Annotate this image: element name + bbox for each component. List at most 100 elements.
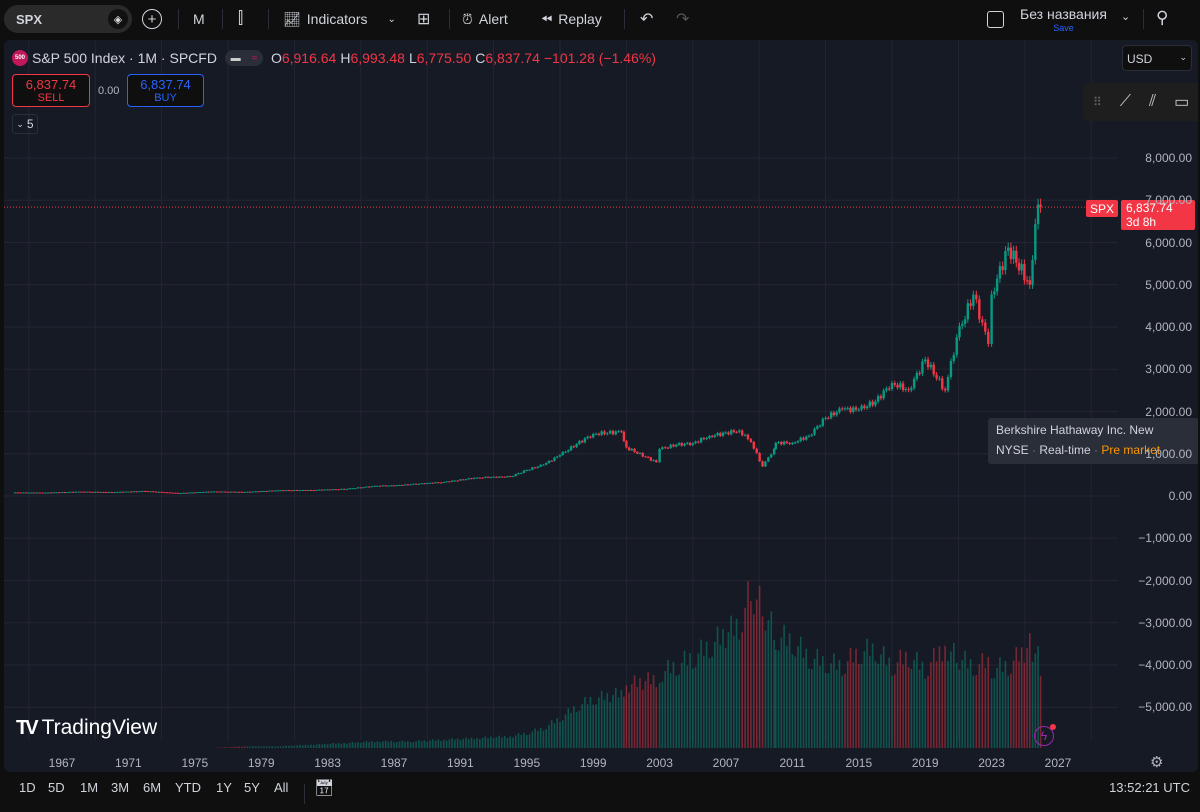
candle [437, 482, 440, 484]
bar-countdown: 3d 8h [1126, 215, 1157, 229]
symbol-text: SPX [16, 11, 43, 27]
volume-bar [767, 620, 770, 748]
volume-bar [678, 674, 680, 748]
drag-handle-icon[interactable]: ⠿ [1093, 95, 1102, 109]
volume-bar [1037, 646, 1039, 748]
add-symbol-button[interactable]: + [142, 0, 162, 38]
timeframe-button-1y[interactable]: 1Y [216, 780, 232, 795]
quick-search-icon[interactable]: ⚲ [1156, 8, 1169, 27]
volume-bar [874, 661, 877, 748]
alert-button[interactable]: ⏰︎ Alert [462, 0, 508, 38]
candle [553, 457, 556, 461]
divider [1143, 9, 1144, 29]
volume-bar [972, 675, 975, 748]
chevron-down-icon[interactable]: ⌄ [1121, 11, 1131, 23]
candle [232, 491, 235, 493]
candle [620, 431, 623, 433]
volume-bar [838, 659, 841, 748]
volume-bar [548, 724, 550, 748]
candle [1017, 262, 1021, 271]
candle [221, 491, 224, 493]
timeframe-button-all[interactable]: All [274, 780, 289, 795]
symbol-title[interactable]: S&P 500 Index · 1M · SPCFD [32, 50, 217, 66]
volume-bar [249, 746, 251, 748]
open-label: O [270, 50, 282, 66]
volume-bar [501, 737, 503, 748]
parallel-channel-icon[interactable]: ⫽ [1149, 93, 1157, 110]
timeframe-button-1m[interactable]: 1M [80, 780, 99, 795]
undo-button[interactable]: ↶ [640, 0, 653, 38]
candle [426, 483, 429, 485]
layout-checkbox[interactable] [987, 11, 1004, 28]
candle [420, 483, 423, 485]
candle [459, 479, 462, 481]
candle [107, 491, 111, 493]
layout-name-button[interactable]: Без названия Save [1020, 6, 1107, 33]
market-status-badge[interactable]: ▬ ≈ [224, 50, 263, 66]
volume-bar [263, 746, 265, 748]
volume-bar [996, 667, 998, 748]
volume-bar [858, 664, 860, 748]
volume-bar [1015, 647, 1018, 748]
chart-pane[interactable]: 500 S&P 500 Index · 1M · SPCFD ▬ ≈ O 6,916… [4, 40, 1198, 772]
volume-bar [440, 740, 442, 748]
candle [793, 442, 797, 444]
candle [60, 492, 64, 494]
volume-bar [918, 669, 921, 748]
volume-bar [777, 650, 780, 748]
y-tick-label: 0.00 [1168, 489, 1192, 503]
candle [82, 491, 86, 493]
rectangle-icon[interactable]: ▭ [1174, 94, 1190, 111]
interval-button[interactable]: M [193, 0, 205, 38]
redo-button[interactable]: ↷ [676, 0, 689, 38]
candle [38, 492, 42, 494]
chart-type-button[interactable]: ⫿ [238, 0, 243, 38]
candle [66, 492, 69, 494]
volume-bar [913, 660, 915, 748]
candle [268, 490, 271, 492]
volume-bar [418, 740, 420, 748]
date-range-icon[interactable]: 📅︎ [314, 780, 335, 797]
price-chart[interactable] [4, 40, 1198, 772]
timeframe-button-ytd[interactable]: YTD [175, 780, 201, 795]
candle [46, 492, 50, 494]
clock[interactable]: 13:52:21 UTC [1109, 780, 1190, 795]
lightning-icon[interactable]: ϟ [1034, 724, 1056, 746]
timeframe-button-5d[interactable]: 5D [48, 780, 65, 795]
candle [710, 436, 714, 438]
chevron-down-icon[interactable]: ⌄ [387, 13, 396, 25]
trend-line-icon[interactable]: ⟋ [1119, 93, 1131, 110]
candle [592, 433, 595, 438]
sell-button[interactable]: 6,837.74 SELL [12, 74, 90, 107]
candle [630, 448, 634, 451]
timeframe-button-5y[interactable]: 5Y [244, 780, 260, 795]
candle [638, 452, 642, 454]
volume-bar [337, 743, 340, 748]
candle [207, 491, 210, 493]
templates-button[interactable]: ⊞ [417, 0, 430, 38]
indicators-button[interactable]: 📈︎ Indicators ⌄ [283, 0, 396, 38]
compare-icon[interactable]: ◈ [108, 9, 128, 29]
candle [785, 441, 789, 443]
buy-button[interactable]: 6,837.74 BUY [127, 74, 204, 107]
volume-bar [617, 697, 620, 748]
replay-button[interactable]: ⏪︎ Replay [541, 0, 602, 38]
candle [63, 492, 66, 494]
tradingview-logo[interactable]: TV TradingView [16, 716, 158, 739]
timeframe-button-1d[interactable]: 1D [19, 780, 36, 795]
timeframe-button-3m[interactable]: 3M [111, 780, 130, 795]
candle [569, 446, 573, 451]
candle [331, 489, 335, 491]
currency-select[interactable]: USD ⌄ [1122, 45, 1192, 71]
candle [978, 299, 981, 320]
volume-bar [495, 737, 498, 748]
candle [990, 294, 993, 344]
volume-bar [509, 736, 511, 748]
volume-bar [871, 643, 874, 748]
symbol-search[interactable]: SPX ◈ [4, 5, 132, 33]
volume-bar [860, 663, 863, 748]
volume-bar [324, 743, 326, 748]
timeframe-button-6m[interactable]: 6M [143, 780, 162, 795]
settings-icon[interactable]: ⚙ [1150, 754, 1164, 771]
indicators-collapse-button[interactable]: ⌄ 5 [12, 114, 38, 134]
